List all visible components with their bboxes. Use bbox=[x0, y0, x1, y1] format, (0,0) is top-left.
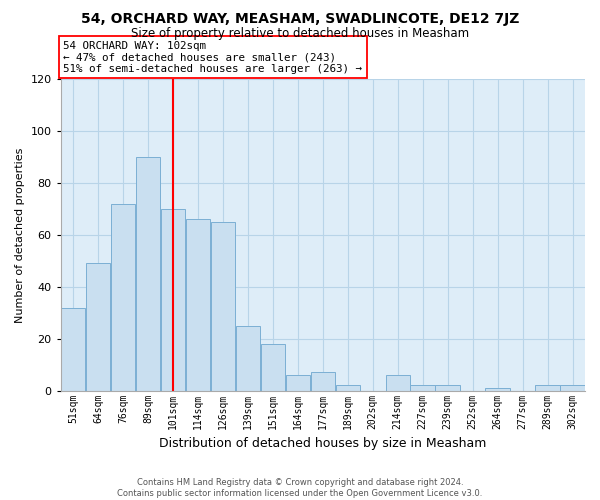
Bar bbox=[335, 386, 360, 390]
Bar bbox=[311, 372, 335, 390]
Bar bbox=[111, 204, 136, 390]
Bar bbox=[535, 386, 560, 390]
Bar bbox=[61, 308, 85, 390]
Text: 54, ORCHARD WAY, MEASHAM, SWADLINCOTE, DE12 7JZ: 54, ORCHARD WAY, MEASHAM, SWADLINCOTE, D… bbox=[81, 12, 519, 26]
Bar bbox=[161, 209, 185, 390]
Text: 54 ORCHARD WAY: 102sqm
← 47% of detached houses are smaller (243)
51% of semi-de: 54 ORCHARD WAY: 102sqm ← 47% of detached… bbox=[63, 40, 362, 74]
Bar bbox=[410, 386, 435, 390]
Bar bbox=[286, 375, 310, 390]
Text: Size of property relative to detached houses in Measham: Size of property relative to detached ho… bbox=[131, 28, 469, 40]
Bar bbox=[86, 264, 110, 390]
Bar bbox=[260, 344, 285, 391]
Bar bbox=[436, 386, 460, 390]
Bar bbox=[485, 388, 510, 390]
X-axis label: Distribution of detached houses by size in Measham: Distribution of detached houses by size … bbox=[159, 437, 487, 450]
Y-axis label: Number of detached properties: Number of detached properties bbox=[15, 147, 25, 322]
Bar bbox=[560, 386, 585, 390]
Bar bbox=[186, 219, 210, 390]
Bar bbox=[211, 222, 235, 390]
Bar bbox=[136, 157, 160, 390]
Text: Contains HM Land Registry data © Crown copyright and database right 2024.
Contai: Contains HM Land Registry data © Crown c… bbox=[118, 478, 482, 498]
Bar bbox=[386, 375, 410, 390]
Bar bbox=[236, 326, 260, 390]
